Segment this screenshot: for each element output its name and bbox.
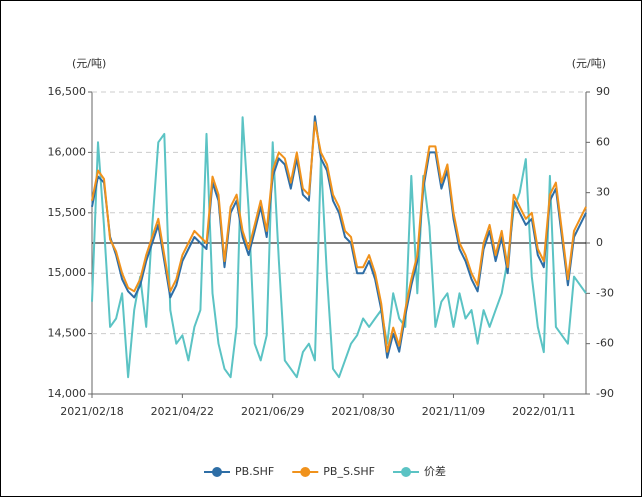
x-tick-label: 2021/11/09 [422,405,485,418]
y-tick-label: 16,000 [48,145,87,158]
legend-marker [212,467,222,477]
x-tick-label: 2021/04/22 [151,405,214,418]
y-axis-label: (元/吨) [72,57,106,70]
series-line [91,121,587,353]
y-tick-label: 14,000 [48,387,87,400]
legend-marker [401,467,412,477]
legend-label: 价差 [424,464,446,478]
x-tick-label: 2021/08/30 [331,405,394,418]
y2-tick-label: -60 [596,337,614,350]
y2-axis-label: (元/吨) [572,57,606,70]
y-tick-label: 15,500 [48,206,87,219]
y2-tick-label: -30 [596,286,614,299]
y2-tick-label: 90 [596,85,610,98]
legend-label: PB.SHF [235,465,274,478]
y2-tick-label: -90 [596,387,614,400]
x-tick-label: 2022/01/11 [512,405,575,418]
x-tick-label: 2021/02/18 [60,405,123,418]
y-tick-label: 14,500 [48,327,87,340]
y2-tick-label: 60 [596,135,610,148]
y2-tick-label: 0 [596,236,603,249]
x-tick-label: 2021/06/29 [241,405,304,418]
y2-tick-label: 30 [596,186,610,199]
series-line [91,116,587,379]
y-tick-label: 15,000 [48,266,87,279]
y-tick-label: 16,500 [48,85,87,98]
legend-label: PB_S.SHF [323,465,375,478]
legend-marker [300,467,311,477]
